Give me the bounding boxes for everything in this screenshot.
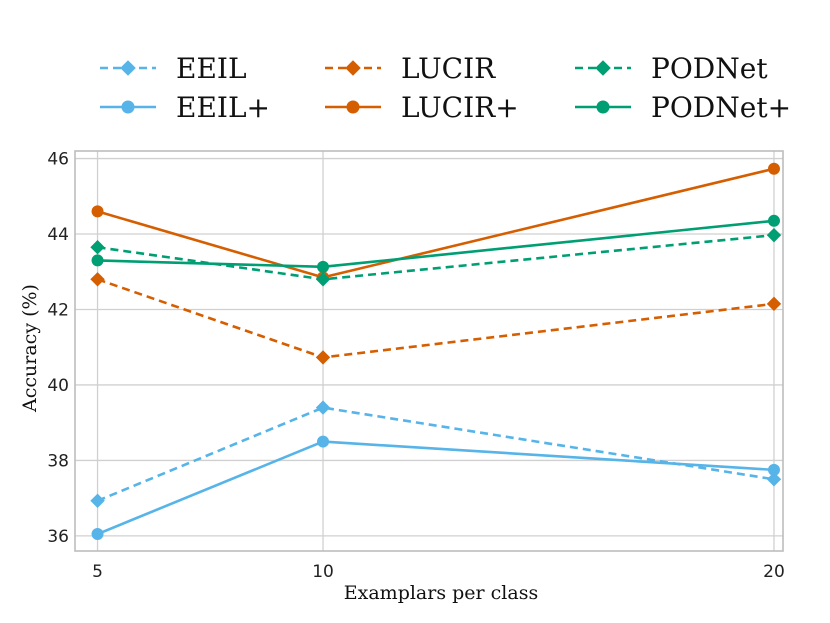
data-point bbox=[767, 463, 780, 476]
data-point bbox=[90, 272, 105, 287]
grid bbox=[75, 151, 783, 551]
legend-marker bbox=[596, 100, 610, 114]
legend-item-eeil: EEIL bbox=[100, 52, 247, 85]
legend-item-podnet-plus: PODNet+ bbox=[575, 91, 791, 124]
data-point bbox=[766, 227, 782, 243]
legend-label: PODNet+ bbox=[651, 91, 791, 124]
data-point bbox=[90, 493, 105, 509]
data-point bbox=[315, 400, 331, 415]
legend-marker bbox=[345, 60, 361, 76]
y-axis-title: Accuracy (%) bbox=[19, 284, 41, 413]
series-eeil-plus bbox=[91, 435, 780, 541]
series-line bbox=[97, 406, 775, 503]
series-line bbox=[97, 278, 775, 359]
x-tick-label: 10 bbox=[312, 562, 334, 582]
data-point bbox=[766, 472, 782, 487]
series-podnet bbox=[90, 227, 782, 287]
data-point bbox=[767, 214, 780, 227]
legend-item-podnet: PODNet bbox=[575, 52, 768, 85]
legend-label: LUCIR+ bbox=[401, 91, 519, 124]
data-point bbox=[91, 205, 104, 218]
y-tick-label: 38 bbox=[47, 451, 69, 471]
legend-label: EEIL bbox=[176, 52, 247, 85]
series-podnet-plus bbox=[91, 214, 780, 273]
legend: EEIL LUCIR PODNet EEIL+ LUCIR+ PODNet+ bbox=[100, 52, 791, 124]
legend-marker bbox=[121, 100, 135, 114]
data-point bbox=[90, 240, 105, 255]
data-point bbox=[91, 528, 104, 541]
series-eeil bbox=[90, 400, 782, 509]
legend-marker bbox=[595, 60, 611, 76]
legend-label: PODNet bbox=[651, 52, 768, 85]
legend-item-eeil-plus: EEIL+ bbox=[100, 91, 270, 124]
series-lucir bbox=[90, 272, 782, 365]
data-point bbox=[317, 435, 330, 448]
legend-label: EEIL+ bbox=[176, 91, 270, 124]
legend-marker bbox=[120, 60, 136, 76]
y-tick-label: 44 bbox=[47, 225, 69, 245]
x-axis-title: Examplars per class bbox=[344, 582, 538, 604]
y-tick-label: 42 bbox=[47, 300, 69, 320]
y-tick-label: 36 bbox=[47, 527, 69, 547]
legend-marker bbox=[346, 100, 360, 114]
series-lucir-plus bbox=[91, 162, 780, 284]
data-point bbox=[315, 272, 331, 287]
x-tick-label: 20 bbox=[763, 562, 785, 582]
legend-label: LUCIR bbox=[401, 52, 496, 85]
legend-item-lucir-plus: LUCIR+ bbox=[325, 91, 519, 124]
data-point bbox=[91, 254, 104, 267]
data-point bbox=[766, 296, 782, 312]
tick-labels: 5 10 20 36 38 40 42 44 46 bbox=[47, 150, 784, 582]
y-tick-label: 46 bbox=[47, 150, 69, 170]
y-tick-label: 40 bbox=[47, 376, 69, 396]
data-point bbox=[317, 260, 330, 273]
plot-frame bbox=[74, 150, 784, 552]
series-line bbox=[97, 167, 775, 279]
data-point bbox=[767, 162, 780, 175]
legend-item-lucir: LUCIR bbox=[325, 52, 496, 85]
series-layer bbox=[90, 162, 782, 541]
data-point bbox=[315, 350, 331, 365]
x-tick-label: 5 bbox=[92, 562, 103, 582]
series-line bbox=[97, 440, 775, 536]
